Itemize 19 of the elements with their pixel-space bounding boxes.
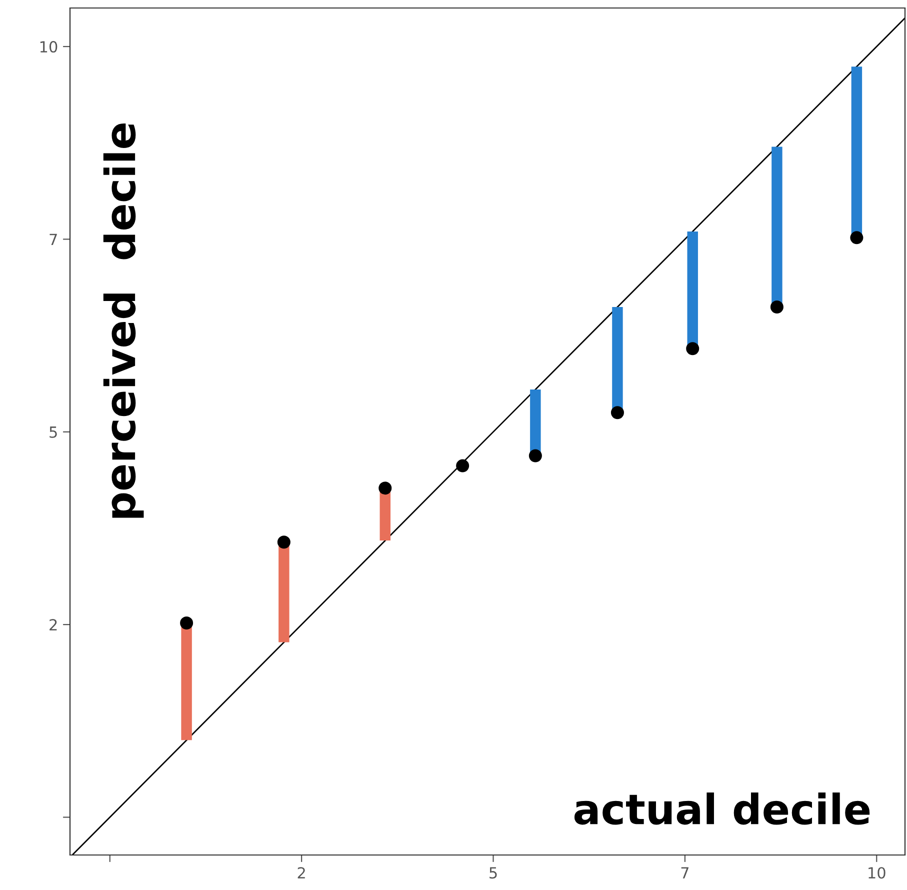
point bbox=[610, 406, 624, 420]
x-tick-label: 5 bbox=[490, 867, 497, 879]
x-tick-label: 10 bbox=[868, 867, 886, 879]
point bbox=[456, 459, 470, 472]
point bbox=[378, 482, 392, 495]
y-tick-label: 5 bbox=[50, 426, 57, 438]
x-axis-title: actual decile bbox=[574, 792, 870, 825]
point bbox=[850, 231, 864, 244]
x-tick-label: 2 bbox=[298, 867, 305, 878]
y-tick-label: 2 bbox=[50, 619, 57, 630]
point bbox=[277, 536, 290, 549]
point bbox=[180, 616, 194, 630]
y-tick-label: 7 bbox=[50, 234, 57, 246]
y-tick-label: 10 bbox=[40, 41, 58, 53]
y-axis-title: perceived decile bbox=[103, 124, 144, 518]
point bbox=[770, 300, 784, 314]
point bbox=[686, 342, 700, 356]
x-tick-label: 7 bbox=[681, 867, 688, 878]
point bbox=[528, 449, 542, 462]
